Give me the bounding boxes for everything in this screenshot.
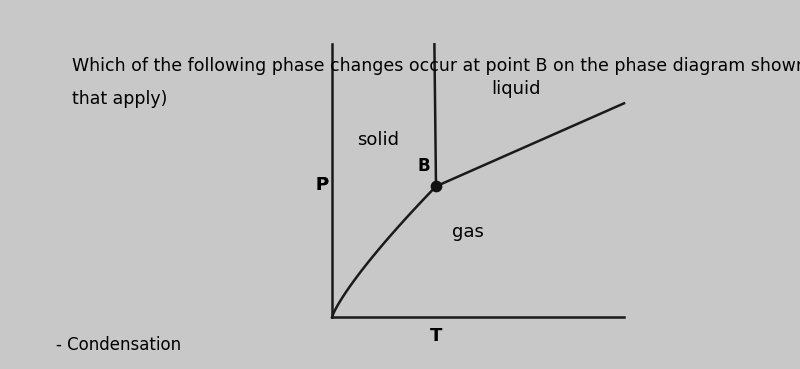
Text: P: P: [315, 176, 328, 193]
Text: gas: gas: [452, 224, 484, 241]
Text: - Condensation: - Condensation: [56, 336, 181, 354]
Text: T: T: [430, 327, 442, 345]
Text: Which of the following phase changes occur at point B on the phase diagram shown: Which of the following phase changes occ…: [72, 57, 800, 75]
Text: B: B: [418, 157, 430, 175]
Text: liquid: liquid: [491, 80, 541, 97]
Point: [430, 183, 442, 189]
Text: P: P: [315, 176, 328, 193]
Text: solid: solid: [357, 131, 398, 149]
Text: that apply): that apply): [72, 90, 167, 108]
